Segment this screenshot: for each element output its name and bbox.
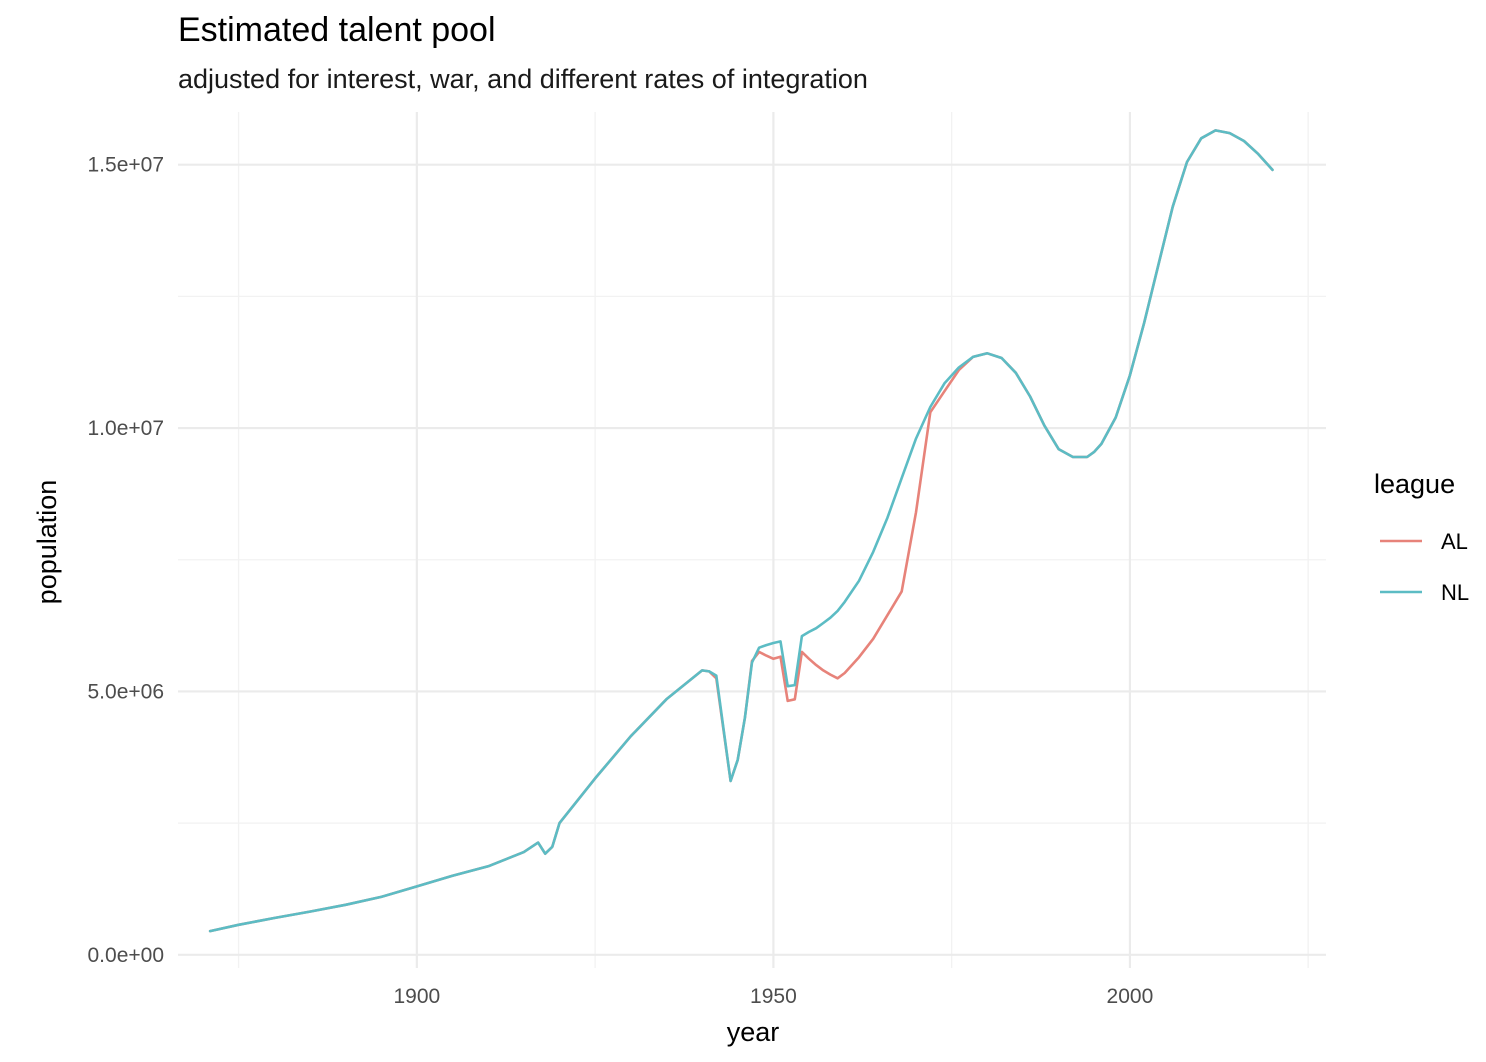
x-axis-title: year xyxy=(727,1017,780,1047)
chart-title: Estimated talent pool xyxy=(178,11,496,49)
legend-label-nl: NL xyxy=(1441,580,1469,605)
x-tick-label: 1900 xyxy=(394,985,441,1008)
legend-title: league xyxy=(1374,469,1455,499)
chart-subtitle: adjusted for interest, war, and differen… xyxy=(178,64,868,94)
y-axis-title: population xyxy=(32,480,62,605)
y-axis-tick-labels: 0.0e+00 5.0e+06 1.0e+07 1.5e+07 xyxy=(88,154,165,967)
series-lines xyxy=(208,129,1274,933)
series-line-al xyxy=(208,129,1274,933)
x-tick-label: 2000 xyxy=(1107,985,1154,1008)
legend: league AL NL xyxy=(1374,469,1469,605)
y-tick-label: 1.5e+07 xyxy=(88,154,165,177)
y-tick-label: 0.0e+00 xyxy=(88,944,165,967)
legend-label-al: AL xyxy=(1441,529,1468,554)
y-tick-label: 5.0e+06 xyxy=(88,680,165,703)
major-gridlines xyxy=(178,112,1326,968)
x-tick-label: 1950 xyxy=(750,985,797,1008)
series-line-nl xyxy=(208,129,1274,933)
x-axis-tick-labels: 1900 1950 2000 xyxy=(394,985,1154,1008)
y-tick-label: 1.0e+07 xyxy=(88,417,165,440)
minor-gridlines xyxy=(178,112,1326,968)
